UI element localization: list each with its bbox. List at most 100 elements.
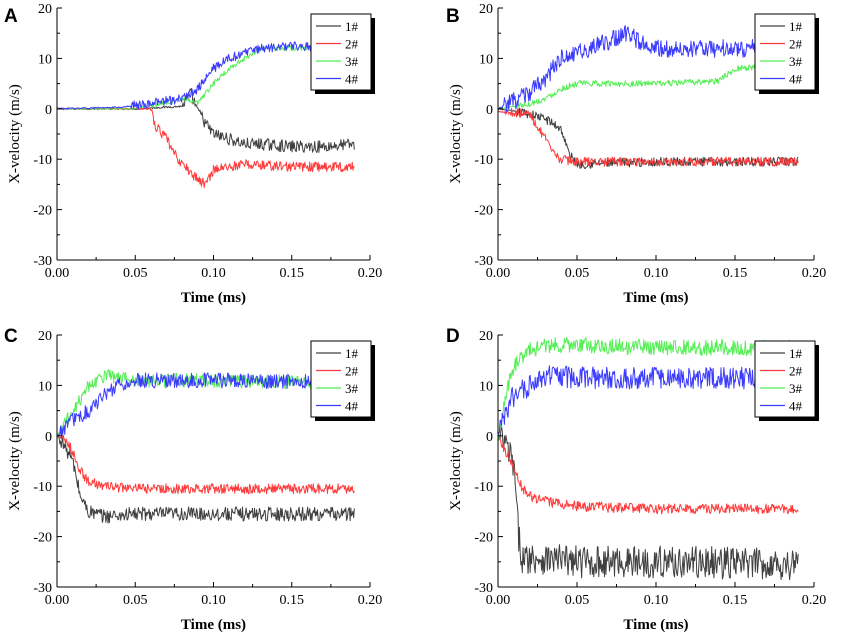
y-tick-label: -30: [474, 581, 493, 596]
y-tick-label: -20: [33, 204, 52, 219]
plot-area: [498, 25, 799, 169]
series-line-4: [57, 41, 355, 110]
legend-label: 1#: [789, 19, 803, 34]
y-tick-label: 10: [479, 379, 493, 394]
x-tick-label: 0.20: [802, 266, 827, 281]
x-tick-label: 0.15: [280, 266, 305, 281]
y-tick-label: 20: [38, 329, 52, 344]
x-tick-label: 0.10: [644, 266, 669, 281]
x-axis-title: Time (ms): [181, 290, 246, 306]
series-line-1: [498, 426, 799, 581]
legend-box: [754, 13, 816, 91]
series-line-2: [498, 107, 799, 167]
panel-letter: B: [446, 6, 460, 27]
legend-label: 4#: [345, 399, 359, 414]
y-axis-title: X-velocity (m/s): [7, 84, 23, 184]
y-tick-label: -20: [474, 531, 493, 546]
y-tick-label: -10: [474, 153, 493, 168]
legend-label: 3#: [789, 54, 803, 69]
y-tick-label: -20: [474, 204, 493, 219]
legend: 1# 2# 3# 4#: [310, 340, 375, 421]
panel-a: A 20 10 0 -10 -20 -300.00 0.05 0.10 0.15 0.20 Time …: [4, 2, 382, 306]
x-tick-label: 0.20: [802, 593, 827, 608]
y-tick-label: 10: [38, 379, 52, 394]
x-tick-label: 0.00: [486, 593, 511, 608]
y-tick-label: -10: [474, 480, 493, 495]
series-line-1: [57, 435, 355, 524]
y-tick-label: -30: [33, 254, 52, 269]
panel-letter: D: [446, 326, 460, 347]
legend-label: 2#: [345, 37, 359, 52]
panel-letter: C: [4, 326, 18, 347]
x-tick-label: 0.05: [123, 266, 148, 281]
legend: 1# 2# 3# 4#: [754, 13, 819, 94]
y-tick-label: 0: [486, 103, 493, 118]
y-axis-title: X-velocity (m/s): [448, 411, 464, 511]
panel-b: B 20 10 0 -10 -20 -300.00 0.05 0.10 0.15 0.20 Time …: [446, 2, 826, 306]
legend: 1# 2# 3# 4#: [754, 340, 819, 421]
x-tick-label: 0.05: [123, 593, 148, 608]
x-axis-title: Time (ms): [181, 617, 246, 633]
legend-box: [754, 340, 816, 418]
plot-area: [498, 336, 799, 581]
legend-box: [310, 13, 372, 91]
legend-label: 1#: [345, 346, 359, 361]
series-line-2: [57, 434, 355, 495]
x-tick-label: 0.00: [45, 266, 70, 281]
y-axis-title: X-velocity (m/s): [7, 411, 23, 511]
series-line-4: [57, 372, 355, 439]
legend: 1# 2# 3# 4#: [310, 13, 375, 94]
x-tick-label: 0.05: [565, 266, 590, 281]
y-tick-label: 0: [486, 430, 493, 445]
y-tick-label: 0: [45, 103, 52, 118]
x-tick-label: 0.10: [201, 593, 226, 608]
x-tick-label: 0.00: [486, 266, 511, 281]
y-tick-label: -30: [33, 581, 52, 596]
y-tick-label: -10: [33, 153, 52, 168]
legend-label: 4#: [789, 399, 803, 414]
x-tick-label: 0.00: [45, 593, 70, 608]
legend-label: 2#: [789, 364, 803, 379]
legend-label: 1#: [789, 346, 803, 361]
legend-label: 1#: [345, 19, 359, 34]
legend-label: 4#: [345, 72, 359, 87]
panel-letter: A: [4, 6, 18, 27]
y-tick-label: 20: [479, 2, 493, 17]
x-tick-label: 0.20: [358, 266, 383, 281]
panel-d: D 20 10 0 -10 -20 -300.00 0.05 0.10 0.15 0.20 Time …: [446, 326, 826, 633]
legend-label: 2#: [789, 37, 803, 52]
series-line-4: [498, 365, 799, 436]
plot-area: [57, 41, 355, 189]
legend-label: 4#: [789, 72, 803, 87]
y-tick-label: 0: [45, 430, 52, 445]
y-tick-label: -30: [474, 254, 493, 269]
x-tick-label: 0.15: [723, 593, 748, 608]
series-line-2: [498, 435, 799, 515]
series-line-4: [498, 25, 799, 113]
plot-area: [57, 369, 355, 524]
x-tick-label: 0.10: [644, 593, 669, 608]
y-tick-label: 20: [479, 329, 493, 344]
x-tick-label: 0.20: [358, 593, 383, 608]
y-tick-label: 10: [479, 52, 493, 67]
legend-label: 3#: [789, 381, 803, 396]
x-tick-label: 0.10: [201, 266, 226, 281]
x-axis-title: Time (ms): [623, 290, 688, 306]
x-tick-label: 0.15: [280, 593, 305, 608]
panel-c: C 20 10 0 -10 -20 -300.00 0.05 0.10 0.15 0.20 Time …: [4, 326, 382, 633]
series-line-3: [498, 336, 799, 441]
x-tick-label: 0.15: [723, 266, 748, 281]
y-tick-label: 10: [38, 52, 52, 67]
x-tick-label: 0.05: [565, 593, 590, 608]
legend-box: [310, 340, 372, 418]
legend-label: 2#: [345, 364, 359, 379]
series-line-1: [57, 88, 355, 154]
legend-label: 3#: [345, 54, 359, 69]
y-tick-label: -10: [33, 480, 52, 495]
x-axis-title: Time (ms): [623, 617, 688, 633]
y-axis-title: X-velocity (m/s): [448, 84, 464, 184]
legend-label: 3#: [345, 381, 359, 396]
y-tick-label: 20: [38, 2, 52, 17]
series-line-3: [498, 61, 799, 110]
